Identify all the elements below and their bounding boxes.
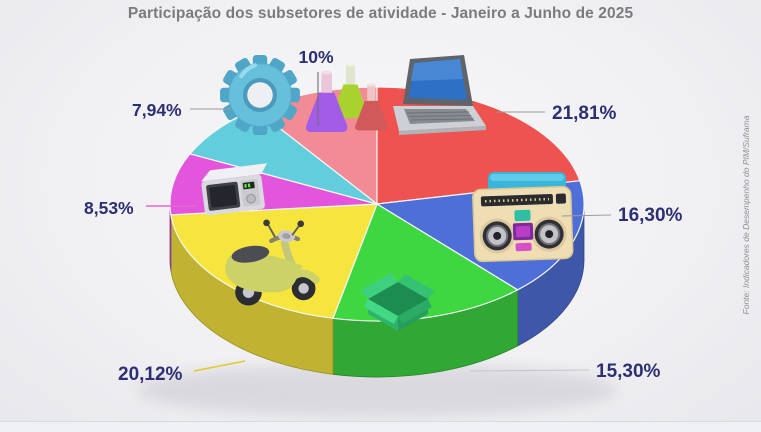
label-boombox: 16,30%	[618, 205, 683, 226]
label-box: 15,30%	[596, 361, 661, 382]
pie	[169, 86, 585, 378]
laptop-icon	[393, 55, 486, 135]
chart-title: Participação dos subsetores de atividade…	[127, 5, 634, 22]
label-laptop: 21,81%	[552, 103, 617, 124]
flasks-icon	[305, 63, 388, 133]
label-microwave: 8,53%	[84, 198, 134, 218]
scooter-icon	[225, 219, 320, 306]
microwave-icon	[201, 163, 268, 216]
leader-box	[469, 369, 590, 372]
source-note: Fonte: Indicadores de Desempenho do PIM/…	[741, 115, 751, 315]
pie-shadow	[137, 363, 617, 417]
leader-boombox	[561, 214, 612, 217]
label-flasks: 10%	[298, 47, 333, 67]
open-box-icon	[361, 273, 435, 331]
bottom-edge-strip	[0, 421, 761, 432]
boombox-icon	[472, 172, 574, 263]
label-scooter: 20,12%	[118, 364, 183, 385]
leader-scooter	[193, 360, 246, 372]
gear-icon	[220, 55, 300, 135]
label-gear: 7,94%	[132, 100, 182, 120]
